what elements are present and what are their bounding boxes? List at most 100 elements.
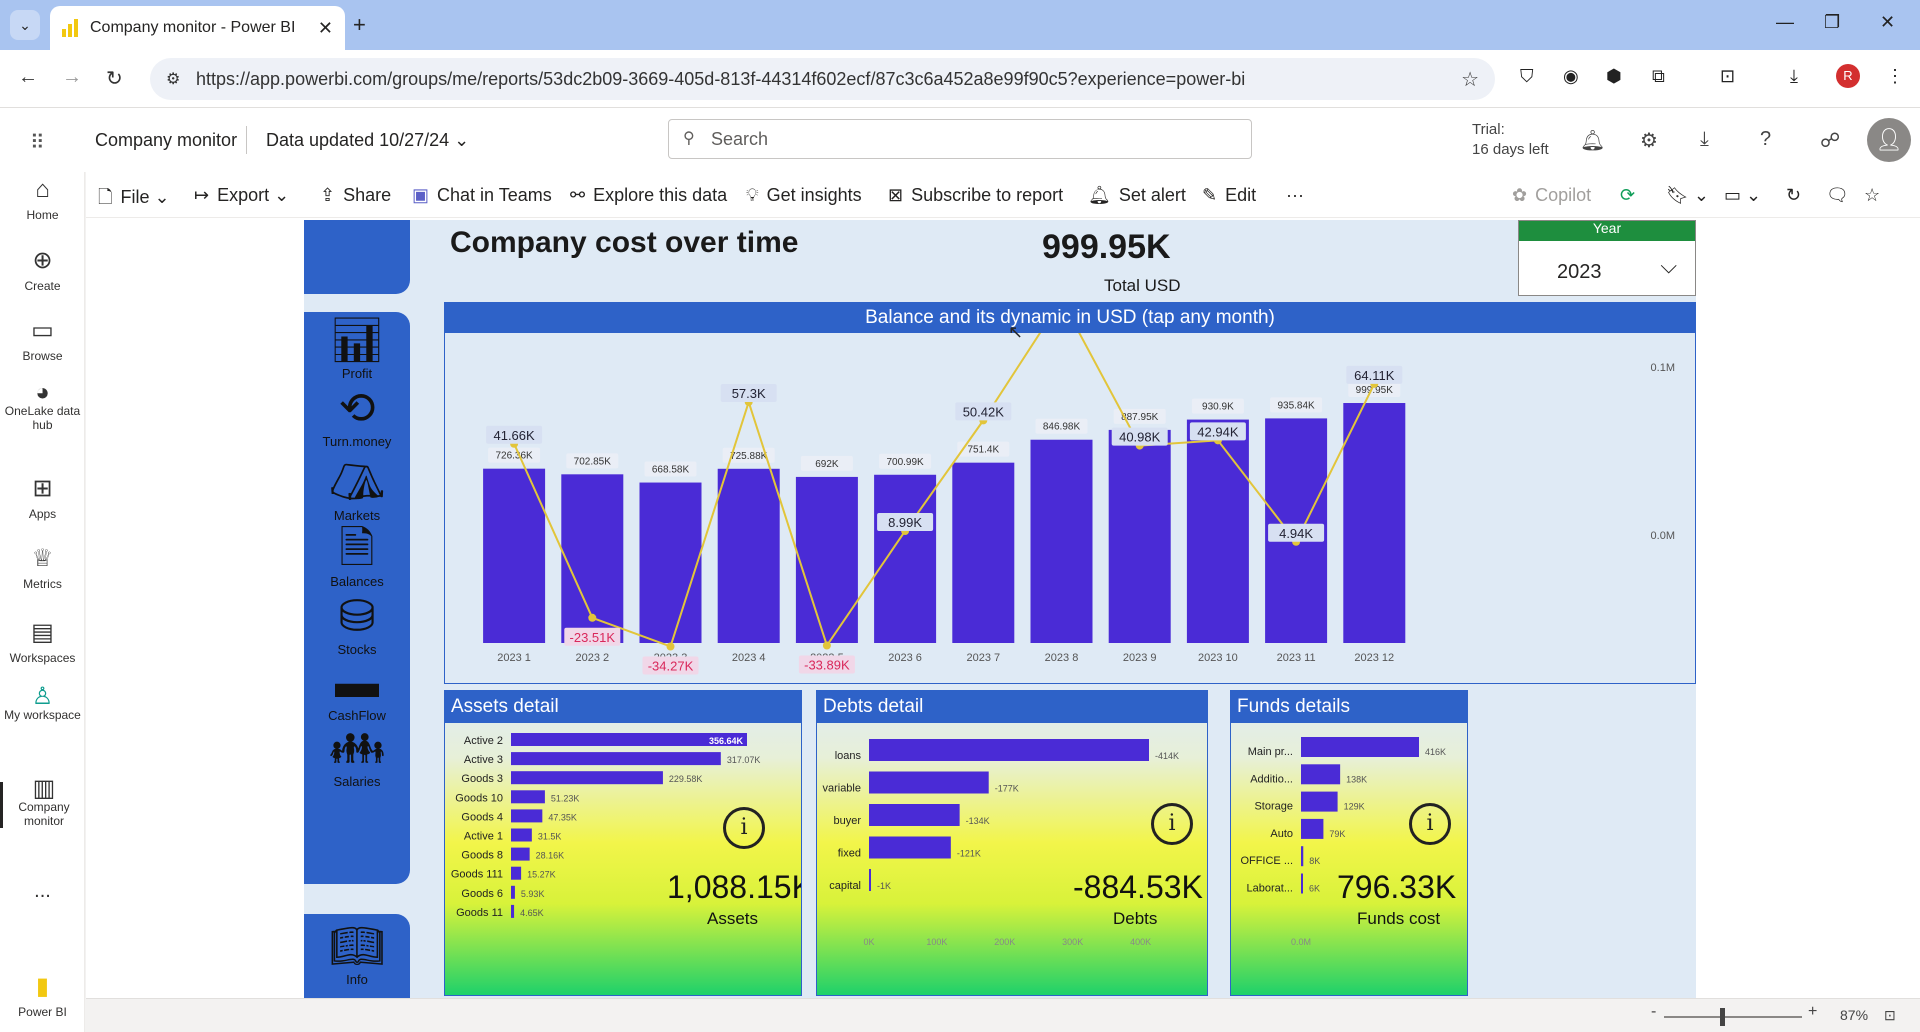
trial-days: 16 days left bbox=[1472, 141, 1549, 158]
hbar bbox=[869, 869, 871, 891]
line-label-bg bbox=[1111, 427, 1168, 446]
file-menu[interactable]: 🗋︎ File ⌄ bbox=[98, 187, 170, 207]
view-icon[interactable]: ▭ ⌄ bbox=[1724, 185, 1762, 205]
window-close-icon[interactable]: ✕ bbox=[1880, 12, 1896, 32]
side-markets[interactable]: ⛺︎ Markets bbox=[304, 458, 410, 523]
fit-to-page-icon[interactable]: ⊡ bbox=[1884, 1007, 1896, 1023]
copilot-button[interactable]: ✿ Copilot bbox=[1512, 185, 1591, 206]
refresh-visuals-icon[interactable]: ⟳ bbox=[1620, 185, 1636, 205]
back-icon[interactable]: ← bbox=[18, 66, 38, 88]
nav-powerbi[interactable]: ▮ Power BI bbox=[0, 972, 85, 1019]
chat-in-teams-button[interactable]: ▣ Chat in Teams bbox=[412, 185, 552, 206]
category-label: Goods 6 bbox=[461, 888, 503, 900]
edit-button[interactable]: ✎ Edit bbox=[1202, 185, 1256, 206]
funds-title: Funds details bbox=[1231, 691, 1467, 723]
side-info[interactable]: 📖︎ Info bbox=[304, 922, 410, 987]
market-stall-icon: ⛺︎ bbox=[329, 458, 385, 507]
chevron-down-icon[interactable]: ⌵ bbox=[1660, 253, 1677, 278]
nav-metrics[interactable]: ♕ Metrics bbox=[0, 544, 85, 591]
report-name[interactable]: Company monitor bbox=[95, 130, 238, 150]
bar-data-label: -121K bbox=[957, 849, 981, 859]
data-updated-dropdown[interactable]: Data updated 10/27/24 ⌄ bbox=[266, 130, 469, 151]
favorite-star-icon[interactable]: ☆ bbox=[1864, 185, 1881, 205]
category-label: fixed bbox=[838, 848, 861, 860]
url-text: https://app.powerbi.com/groups/me/report… bbox=[196, 68, 1246, 89]
screenshot-icon[interactable]: ⊡ bbox=[1720, 66, 1736, 86]
new-tab-icon[interactable]: + bbox=[353, 12, 366, 37]
url-field[interactable]: ⚙ https://app.powerbi.com/groups/me/repo… bbox=[150, 58, 1495, 100]
axis-tick-label: 200K bbox=[994, 937, 1015, 947]
line-label-bg bbox=[955, 402, 1012, 421]
x-tick-label: 2023 7 bbox=[966, 652, 1000, 664]
zoom-in-button[interactable]: + bbox=[1808, 1003, 1818, 1020]
export-menu[interactable]: ↦ Export ⌄ bbox=[194, 185, 290, 205]
forward-icon[interactable]: → bbox=[62, 66, 82, 88]
hex-extension-icon[interactable]: ⬢ bbox=[1606, 66, 1622, 86]
nav-browse[interactable]: ▭ Browse bbox=[0, 316, 85, 363]
close-tab-icon[interactable]: ✕ bbox=[317, 17, 333, 38]
profile-avatar[interactable]: R bbox=[1836, 64, 1860, 88]
info-icon[interactable]: i bbox=[1151, 803, 1193, 845]
nav-onelake[interactable]: ◕ OneLake data hub bbox=[0, 381, 85, 433]
nav-apps[interactable]: ⊞ Apps bbox=[0, 474, 85, 521]
zoom-out-button[interactable]: - bbox=[1651, 1003, 1657, 1020]
funds-total-label: Funds cost bbox=[1357, 909, 1441, 928]
funds-panel: Funds details Main pr... 416K Additio... 13… bbox=[1230, 690, 1468, 996]
info-icon[interactable]: i bbox=[1409, 803, 1451, 845]
comment-icon[interactable]: 🗨︎ bbox=[1826, 185, 1849, 205]
zoom-slider-thumb[interactable] bbox=[1720, 1008, 1725, 1026]
explore-data-button[interactable]: ⚯ Explore this data bbox=[570, 185, 727, 206]
x-tick-label: 2023 4 bbox=[732, 652, 766, 664]
puzzle-extension-icon[interactable]: ⧉ bbox=[1652, 66, 1665, 86]
nav-create[interactable]: ⊕ Create bbox=[0, 246, 85, 293]
download-icon[interactable]: ⤓ bbox=[1700, 128, 1709, 150]
bar-data-label: 726.36K bbox=[495, 451, 533, 462]
side-cashflow[interactable]: ▬ CashFlow bbox=[304, 658, 410, 723]
settings-gear-icon[interactable]: ⚙ bbox=[1640, 130, 1658, 152]
help-icon[interactable]: ? bbox=[1760, 128, 1772, 150]
user-avatar[interactable]: 👤︎ bbox=[1867, 118, 1911, 162]
side-profit[interactable]: 📊︎ Profit bbox=[304, 316, 410, 381]
reload-icon[interactable]: ↻ bbox=[1786, 185, 1802, 205]
side-salaries[interactable]: 👪︎ Salaries bbox=[304, 724, 410, 789]
category-label: Goods 3 bbox=[461, 773, 503, 785]
feedback-icon[interactable]: ☍ bbox=[1820, 130, 1841, 152]
minimize-icon[interactable]: — bbox=[1776, 12, 1794, 32]
year-slicer[interactable]: Year 2023 ⌵ bbox=[1518, 220, 1696, 296]
balance-chart[interactable]: Balance and its dynamic in USD (tap any … bbox=[444, 302, 1696, 684]
share-button[interactable]: ⇪ Share bbox=[320, 185, 391, 206]
x-tick-label: 2023 8 bbox=[1045, 652, 1079, 664]
download-icon[interactable]: ⤓ bbox=[1790, 66, 1798, 86]
more-options-button[interactable]: ··· bbox=[1286, 185, 1304, 205]
app-launcher-icon[interactable]: ⠿ bbox=[30, 132, 45, 154]
side-stocks[interactable]: ⛁ Stocks bbox=[304, 592, 410, 657]
category-label: Active 1 bbox=[464, 831, 503, 843]
bookmark-star-icon[interactable]: ☆ bbox=[1461, 69, 1479, 91]
trophy-icon: ♕ bbox=[31, 545, 54, 572]
browser-menu-icon[interactable]: ⋮ bbox=[1886, 66, 1904, 86]
zoom-slider-track[interactable] bbox=[1664, 1016, 1802, 1018]
side-balances[interactable]: 🗎︎ Balances bbox=[304, 524, 410, 589]
bar-data-label: 930.9K bbox=[1202, 402, 1234, 413]
site-settings-icon[interactable]: ⚙ bbox=[166, 71, 181, 88]
set-alert-button[interactable]: 🔔︎ Set alert bbox=[1088, 185, 1186, 206]
tab-search-chevron-icon[interactable]: ⌄ bbox=[10, 10, 40, 40]
nav-home[interactable]: ⌂ Home bbox=[0, 176, 85, 222]
nav-company-monitor[interactable]: ▥ Company monitor bbox=[0, 777, 85, 828]
search-input[interactable]: ⚲ Search bbox=[668, 119, 1252, 159]
reload-icon[interactable]: ↻ bbox=[106, 68, 123, 90]
notifications-bell-icon[interactable]: 🔔︎ bbox=[1580, 130, 1606, 152]
browser-tab[interactable]: Company monitor - Power BI ✕ bbox=[50, 6, 345, 50]
nav-more[interactable]: ... bbox=[34, 880, 51, 902]
shield-extension-icon[interactable]: ⛉ bbox=[1520, 66, 1534, 86]
nav-workspaces[interactable]: ▤ Workspaces bbox=[0, 618, 85, 665]
bookmark-icon[interactable]: 🔖︎ ⌄ bbox=[1666, 185, 1709, 205]
info-icon[interactable]: i bbox=[723, 807, 765, 849]
x-tick-label: 2023 11 bbox=[1277, 652, 1316, 664]
nav-my-workspace[interactable]: ♙ My workspace bbox=[0, 685, 85, 723]
restore-icon[interactable]: ❐ bbox=[1824, 12, 1841, 32]
get-insights-button[interactable]: 💡︎ Get insights bbox=[746, 185, 862, 206]
extension-icon[interactable]: ◉ bbox=[1563, 66, 1579, 86]
side-turn-money[interactable]: ⟲ Turn.money bbox=[304, 384, 410, 449]
subscribe-button[interactable]: ⊠ Subscribe to report bbox=[888, 185, 1063, 206]
